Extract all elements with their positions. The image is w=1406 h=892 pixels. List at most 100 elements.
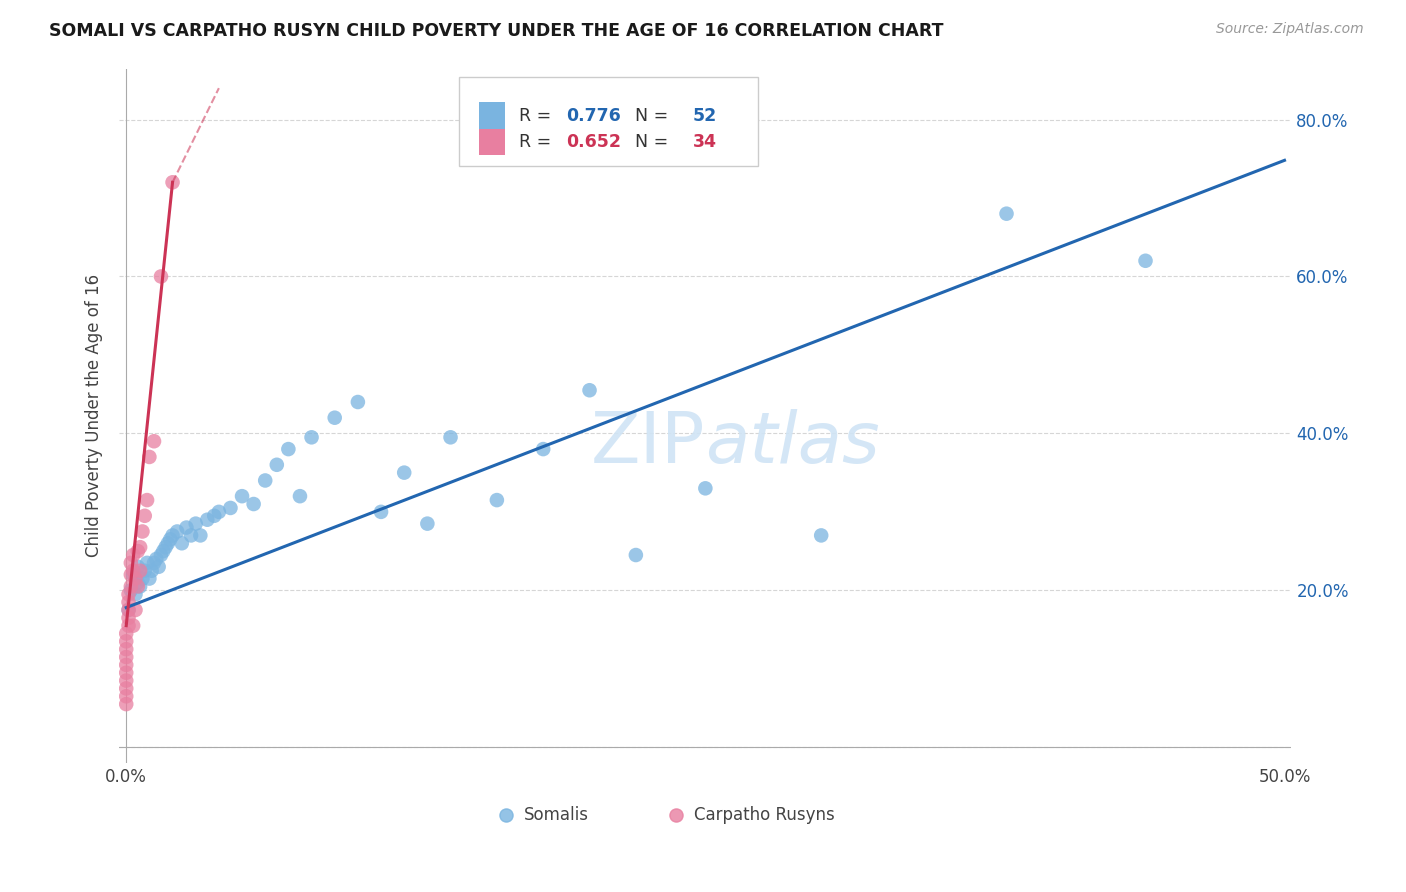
Point	[122, 548, 145, 562]
Point	[288, 489, 311, 503]
Point	[127, 575, 149, 590]
Y-axis label: Child Poverty Under the Age of 16: Child Poverty Under the Age of 16	[86, 274, 103, 558]
Point	[277, 442, 299, 456]
Point	[159, 533, 181, 547]
Point	[578, 383, 600, 397]
Point	[149, 548, 172, 562]
Point	[995, 207, 1018, 221]
Point	[1215, 799, 1237, 814]
Point	[156, 536, 179, 550]
Point	[162, 175, 184, 189]
Point	[120, 556, 142, 570]
Point	[117, 618, 139, 632]
Point	[208, 505, 231, 519]
Point	[810, 528, 832, 542]
Point	[115, 650, 138, 665]
Point	[122, 564, 145, 578]
Point	[184, 516, 207, 531]
Point	[138, 572, 160, 586]
Point	[124, 572, 146, 586]
Point	[129, 540, 152, 554]
Point	[136, 556, 159, 570]
Point	[170, 536, 193, 550]
Point	[180, 528, 202, 542]
Point	[115, 657, 138, 672]
Text: R =: R =	[519, 133, 557, 151]
Text: Somalis: Somalis	[523, 806, 589, 824]
Point	[122, 567, 145, 582]
FancyBboxPatch shape	[479, 103, 505, 128]
Point	[120, 579, 142, 593]
Text: R =: R =	[519, 106, 557, 125]
Point	[1135, 253, 1157, 268]
Point	[301, 430, 323, 444]
Point	[131, 524, 153, 539]
Point	[115, 673, 138, 688]
Point	[242, 497, 264, 511]
Point	[219, 500, 242, 515]
Point	[392, 466, 415, 480]
Point	[115, 681, 138, 696]
Point	[124, 603, 146, 617]
FancyBboxPatch shape	[460, 77, 758, 166]
Point	[136, 493, 159, 508]
Point	[879, 799, 901, 814]
Point	[134, 508, 156, 523]
Point	[127, 544, 149, 558]
Point	[120, 583, 142, 598]
Point	[115, 690, 138, 704]
Point	[141, 564, 163, 578]
Point	[254, 474, 277, 488]
Point	[117, 603, 139, 617]
Text: N =: N =	[624, 106, 675, 125]
Point	[485, 493, 508, 508]
Point	[129, 564, 152, 578]
Point	[624, 548, 647, 562]
Text: atlas: atlas	[706, 409, 880, 478]
Text: 34: 34	[693, 133, 717, 151]
Point	[195, 513, 218, 527]
Point	[266, 458, 288, 472]
Point	[115, 626, 138, 640]
Point	[115, 665, 138, 680]
Point	[117, 587, 139, 601]
Text: Source: ZipAtlas.com: Source: ZipAtlas.com	[1216, 22, 1364, 37]
Point	[347, 395, 370, 409]
Point	[127, 559, 149, 574]
Point	[202, 508, 225, 523]
Point	[166, 524, 188, 539]
Point	[143, 556, 166, 570]
Point	[117, 611, 139, 625]
Point	[370, 505, 392, 519]
Text: 52: 52	[693, 106, 717, 125]
Point	[162, 528, 184, 542]
Point	[131, 572, 153, 586]
Point	[127, 579, 149, 593]
Text: ZIP: ZIP	[591, 409, 706, 478]
Point	[129, 579, 152, 593]
Point	[143, 434, 166, 449]
Point	[439, 430, 461, 444]
Point	[122, 618, 145, 632]
Point	[152, 544, 174, 558]
Point	[117, 595, 139, 609]
Point	[176, 520, 198, 534]
Point	[124, 587, 146, 601]
Point	[416, 516, 439, 531]
Point	[134, 564, 156, 578]
Point	[323, 410, 346, 425]
Text: 0.776: 0.776	[565, 106, 620, 125]
Point	[531, 442, 554, 456]
FancyBboxPatch shape	[479, 128, 505, 155]
Point	[148, 559, 170, 574]
Text: 0.652: 0.652	[565, 133, 621, 151]
Point	[117, 603, 139, 617]
Point	[115, 697, 138, 711]
Point	[188, 528, 211, 542]
Text: SOMALI VS CARPATHO RUSYN CHILD POVERTY UNDER THE AGE OF 16 CORRELATION CHART: SOMALI VS CARPATHO RUSYN CHILD POVERTY U…	[49, 22, 943, 40]
Point	[115, 634, 138, 648]
Point	[149, 269, 172, 284]
Point	[231, 489, 253, 503]
Point	[145, 552, 167, 566]
Point	[120, 567, 142, 582]
